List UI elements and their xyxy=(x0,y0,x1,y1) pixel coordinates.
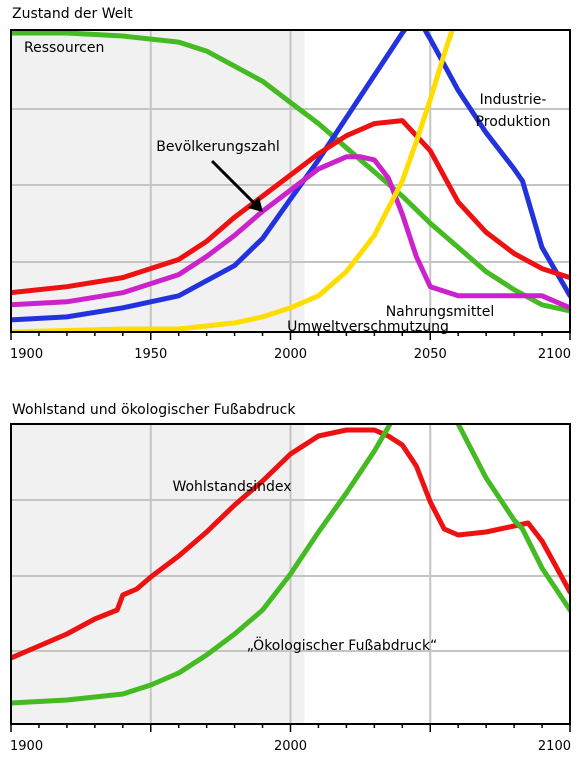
series-label: Bevölkerungszahl xyxy=(156,139,280,155)
x-tick-label: 2100 xyxy=(538,347,571,362)
x-tick-label: 1900 xyxy=(10,347,43,362)
chart-2-panel: 1900 2000 2100 Wohlstandsindex „Ökologischer… xyxy=(10,423,571,754)
chart-2-title: Wohlstand und ökologischer Fußabdruck xyxy=(12,402,296,418)
series-line-4 xyxy=(11,154,570,311)
series-label: Industrie-Produktion xyxy=(476,92,551,130)
chart-1-title: Zustand der Welt xyxy=(12,6,133,22)
series-line-1 xyxy=(11,427,570,661)
x-tick-label: 2000 xyxy=(274,739,307,754)
series-label: Nahrungsmittel xyxy=(386,304,495,320)
x-tick-label: 2000 xyxy=(274,347,307,362)
x-tick-label: 1900 xyxy=(10,739,43,754)
annotation-arrow xyxy=(210,159,259,208)
x-tick-label: 2050 xyxy=(414,347,447,362)
x-tick-label: 2100 xyxy=(538,739,571,754)
series-line-2 xyxy=(11,424,570,706)
series-label: Umweltverschmutzung xyxy=(287,319,449,335)
series-line-3 xyxy=(11,118,570,296)
series-label: „Ökologischer Fußabdruck“ xyxy=(247,636,438,654)
series-label: Ressourcen xyxy=(24,40,104,56)
annotation-arrow-head xyxy=(248,197,263,212)
series-label: Wohlstandsindex xyxy=(172,479,291,495)
series-line-5 xyxy=(11,30,455,332)
series-line-2 xyxy=(11,30,570,323)
x-tick-label: 1950 xyxy=(134,347,167,362)
chart-1-panel: 1900 1950 2000 2050 2100 Ressourcen Industrie-… xyxy=(10,29,571,362)
